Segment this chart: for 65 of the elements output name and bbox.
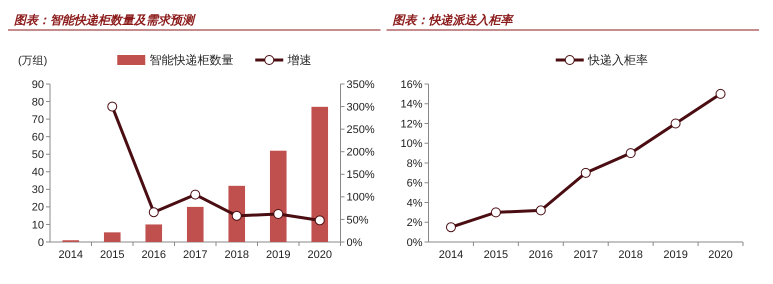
y-tick-label: 0 — [38, 236, 44, 249]
y2-tick-label: 350% — [346, 78, 375, 91]
x-tick-label: 2017 — [183, 249, 208, 261]
y2-tick-label: 50% — [346, 214, 369, 226]
bar — [104, 232, 121, 242]
x-tick-label: 2015 — [100, 249, 124, 261]
y-tick-label: 10% — [400, 138, 423, 150]
y2-tick-label: 150% — [346, 169, 375, 182]
point — [190, 190, 200, 200]
y-tick-label: 4% — [406, 197, 423, 210]
y-tick-label: 16% — [400, 78, 423, 91]
x-tick-label: 2018 — [224, 249, 249, 261]
y-axis-title: (万组) — [18, 55, 48, 67]
y2-tick-label: 100% — [346, 192, 375, 204]
point — [232, 210, 242, 221]
bar — [311, 106, 328, 242]
y-tick-label: 6% — [406, 178, 423, 190]
point — [148, 207, 159, 218]
y2-tick-label: 0% — [346, 236, 363, 249]
chart-title: 图表：智能快递柜数量及需求预测 — [14, 13, 196, 27]
bar — [145, 224, 162, 242]
point — [490, 207, 501, 218]
y-tick-label: 20 — [32, 202, 44, 214]
y2-tick-label: 300% — [346, 101, 375, 114]
point — [446, 222, 456, 232]
y-tick-label: 50 — [32, 149, 44, 162]
y-tick-label: 40 — [32, 166, 44, 179]
y-tick-label: 14% — [400, 98, 423, 111]
y-tick-label: 8% — [406, 158, 423, 170]
chart-title: 图表：快递派送入柜率 — [392, 13, 514, 27]
x-tick-label: 2015 — [484, 249, 508, 261]
point — [536, 205, 546, 216]
x-tick-label: 2020 — [708, 249, 733, 261]
y2-tick-label: 200% — [346, 146, 375, 159]
y-tick-label: 90 — [32, 78, 44, 91]
bar — [186, 206, 204, 242]
x-tick-label: 2014 — [438, 249, 464, 261]
point — [580, 168, 591, 178]
y-tick-label: 60 — [32, 132, 44, 144]
point — [670, 118, 681, 128]
y-tick-label: 12% — [400, 118, 423, 130]
point — [626, 148, 636, 158]
point — [107, 102, 118, 112]
legend-label: 快递入柜率 — [586, 53, 648, 68]
y-tick-label: 0% — [406, 236, 423, 249]
x-tick-label: 2020 — [308, 249, 332, 261]
x-tick-label: 2019 — [266, 249, 290, 261]
y-tick-label: 30 — [32, 184, 44, 196]
point — [314, 215, 325, 226]
x-tick-label: 2018 — [618, 249, 643, 261]
y-tick-label: 10 — [32, 219, 44, 232]
y-tick-label: 70 — [32, 114, 44, 126]
legend-label: 智能快递柜数量 — [149, 53, 234, 68]
legend-label: 增速 — [286, 53, 312, 68]
x-tick-label: 2019 — [663, 249, 688, 261]
y-tick-label: 80 — [32, 96, 44, 108]
bar — [270, 150, 287, 242]
point — [716, 88, 726, 99]
y2-tick-label: 250% — [346, 124, 375, 136]
x-tick-label: 2016 — [528, 249, 554, 261]
point — [273, 209, 284, 220]
x-tick-label: 2017 — [574, 249, 598, 261]
y-tick-label: 2% — [406, 217, 423, 230]
x-tick-label: 2014 — [58, 249, 83, 261]
x-tick-label: 2016 — [142, 249, 166, 261]
